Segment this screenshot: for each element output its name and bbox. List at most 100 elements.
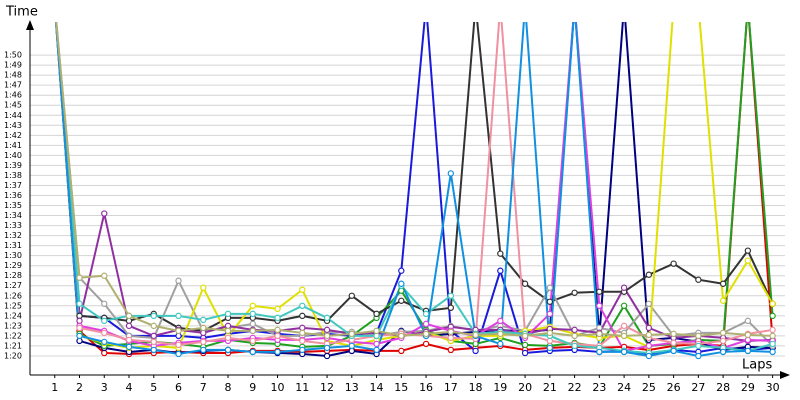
data-point [497, 267, 504, 274]
data-point [571, 326, 578, 334]
data-point [620, 302, 628, 310]
data-point [76, 324, 83, 332]
data-point [620, 332, 628, 340]
x-tick-label: 8 [225, 381, 232, 394]
y-tick-label: 1:44 [4, 111, 22, 120]
x-tick-label: 1 [51, 381, 58, 394]
data-point [52, 2, 57, 7]
x-tick-label: 22 [568, 381, 582, 394]
data-point [323, 344, 331, 352]
data-point [521, 332, 529, 340]
data-point [695, 342, 702, 350]
data-point [175, 327, 182, 335]
data-point [224, 310, 232, 318]
data-point [249, 310, 256, 318]
data-point [52, 2, 57, 7]
data-point [422, 320, 430, 328]
data-point [645, 352, 653, 360]
data-point [497, 250, 504, 257]
x-tick-label: 19 [493, 381, 507, 394]
data-point [596, 288, 603, 295]
data-point [645, 300, 653, 307]
data-point [323, 332, 331, 340]
data-point [744, 257, 752, 264]
data-point [571, 342, 578, 350]
x-tick-label: 15 [394, 381, 408, 394]
y-tick-label: 1:48 [4, 71, 22, 80]
data-point [696, 2, 701, 7]
data-point [200, 338, 207, 346]
x-tick-label: 27 [691, 381, 705, 394]
data-point [744, 347, 752, 355]
data-point [175, 312, 182, 320]
data-point [373, 346, 380, 354]
data-point [373, 310, 380, 318]
x-tick-label: 14 [370, 381, 384, 394]
data-point [125, 343, 133, 351]
x-tick-label: 18 [469, 381, 483, 394]
data-point [249, 320, 256, 328]
data-point [348, 330, 356, 338]
data-point [571, 289, 578, 296]
y-tick-label: 1:46 [4, 91, 22, 100]
y-tick-label: 1:25 [4, 301, 22, 310]
data-point [125, 336, 133, 344]
y-tick-label: 1:49 [4, 61, 22, 70]
y-tick-label: 1:41 [4, 141, 22, 150]
data-point [274, 326, 281, 334]
data-point [175, 350, 182, 358]
y-tick-label: 1:32 [4, 231, 22, 240]
series-line [55, 22, 774, 332]
data-point [299, 312, 306, 320]
x-tick-label: 30 [766, 381, 780, 394]
y-tick-label: 1:39 [4, 161, 22, 170]
x-tick-label: 11 [295, 381, 309, 394]
data-point [52, 2, 57, 7]
data-point [769, 340, 776, 348]
data-point [299, 286, 306, 293]
data-point [472, 331, 479, 339]
data-point [546, 284, 554, 291]
x-tick-label: 6 [175, 381, 182, 394]
y-tick-label: 1:47 [4, 81, 22, 90]
data-point [422, 330, 430, 338]
data-point [249, 302, 256, 310]
x-tick-label: 26 [667, 381, 681, 394]
data-point [299, 346, 306, 354]
data-point [52, 2, 57, 7]
x-tick-label: 21 [543, 381, 557, 394]
data-point [274, 305, 281, 313]
data-point [571, 332, 578, 340]
data-point [52, 2, 57, 7]
data-point [546, 344, 554, 352]
data-point [744, 331, 752, 339]
data-point [596, 348, 603, 356]
data-point [52, 2, 57, 7]
data-point [719, 297, 727, 304]
data-point [695, 332, 702, 340]
data-point [695, 276, 702, 283]
data-point [299, 302, 306, 310]
x-tick-label: 17 [444, 381, 458, 394]
x-tick-label: 2 [76, 381, 83, 394]
data-point [546, 298, 554, 305]
data-point [719, 337, 727, 345]
data-point [323, 314, 331, 322]
data-point [101, 272, 108, 279]
data-point [745, 2, 750, 7]
data-point [447, 170, 455, 177]
data-point [620, 348, 628, 356]
x-tick-label: 4 [126, 381, 133, 394]
data-point [546, 329, 554, 337]
data-point [224, 327, 232, 335]
y-tick-label: 1:37 [4, 181, 22, 190]
x-axis-title: Laps [742, 358, 772, 373]
x-tick-label: 7 [200, 381, 207, 394]
data-point [150, 322, 157, 330]
y-arrow [26, 20, 34, 30]
data-point [76, 300, 83, 307]
data-point [671, 2, 676, 7]
data-point [670, 339, 677, 347]
x-tick-label: 16 [419, 381, 433, 394]
data-point [125, 322, 133, 330]
